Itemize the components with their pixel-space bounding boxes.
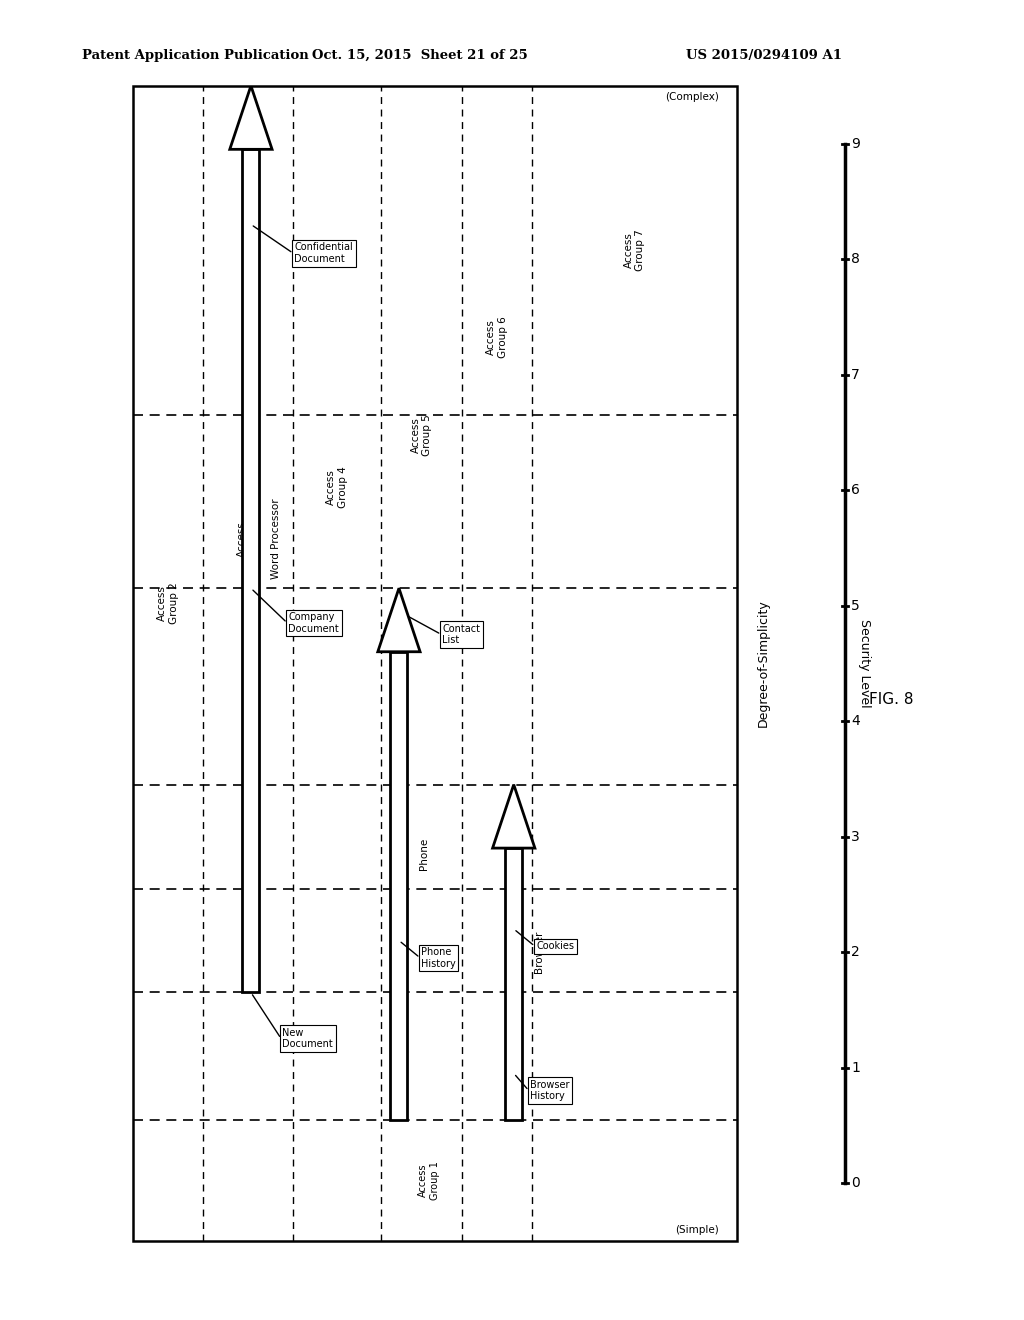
Text: Access
Group 4: Access Group 4 (327, 466, 348, 508)
Text: 2: 2 (851, 945, 860, 960)
Text: Access
Group 3: Access Group 3 (238, 519, 259, 560)
Text: 3: 3 (851, 829, 860, 843)
Text: FIG. 8: FIG. 8 (868, 692, 913, 708)
Text: 6: 6 (851, 483, 860, 498)
Text: Access
Group 6: Access Group 6 (486, 315, 508, 358)
Text: 5: 5 (851, 598, 860, 612)
Text: Browser
History: Browser History (530, 1080, 569, 1101)
Text: Company
Document: Company Document (289, 612, 339, 634)
Polygon shape (378, 589, 420, 652)
Bar (390, 652, 408, 1119)
Text: 9: 9 (851, 136, 860, 150)
Text: (Simple): (Simple) (676, 1225, 719, 1236)
Polygon shape (229, 86, 272, 149)
Text: Degree-of-Simplicity: Degree-of-Simplicity (757, 599, 769, 727)
Text: Confidential
Document: Confidential Document (295, 243, 353, 264)
Text: 0: 0 (851, 1176, 860, 1191)
Text: (Complex): (Complex) (666, 91, 719, 102)
Text: 4: 4 (851, 714, 860, 729)
Polygon shape (493, 784, 535, 847)
Text: 8: 8 (851, 252, 860, 267)
Text: Phone: Phone (420, 838, 429, 870)
Text: New
Document: New Document (283, 1028, 333, 1049)
Text: Oct. 15, 2015  Sheet 21 of 25: Oct. 15, 2015 Sheet 21 of 25 (312, 49, 527, 62)
Text: Word Processor: Word Processor (271, 499, 282, 579)
Text: Access
Group 7: Access Group 7 (624, 230, 645, 272)
Bar (505, 847, 522, 1119)
Text: Patent Application Publication: Patent Application Publication (82, 49, 308, 62)
Text: 7: 7 (851, 367, 860, 381)
Text: US 2015/0294109 A1: US 2015/0294109 A1 (686, 49, 842, 62)
Text: Browser: Browser (535, 931, 545, 973)
Text: Contact
List: Contact List (442, 623, 480, 645)
Text: Security Level: Security Level (858, 619, 870, 708)
Text: Access
Group 2: Access Group 2 (157, 582, 178, 623)
Text: Phone
History: Phone History (421, 946, 456, 969)
Text: Cookies: Cookies (537, 941, 574, 952)
Text: Access
Group 1: Access Group 1 (419, 1162, 440, 1200)
Text: 1: 1 (851, 1060, 860, 1074)
Text: Access
Group 5: Access Group 5 (411, 414, 432, 457)
Bar (243, 149, 259, 993)
